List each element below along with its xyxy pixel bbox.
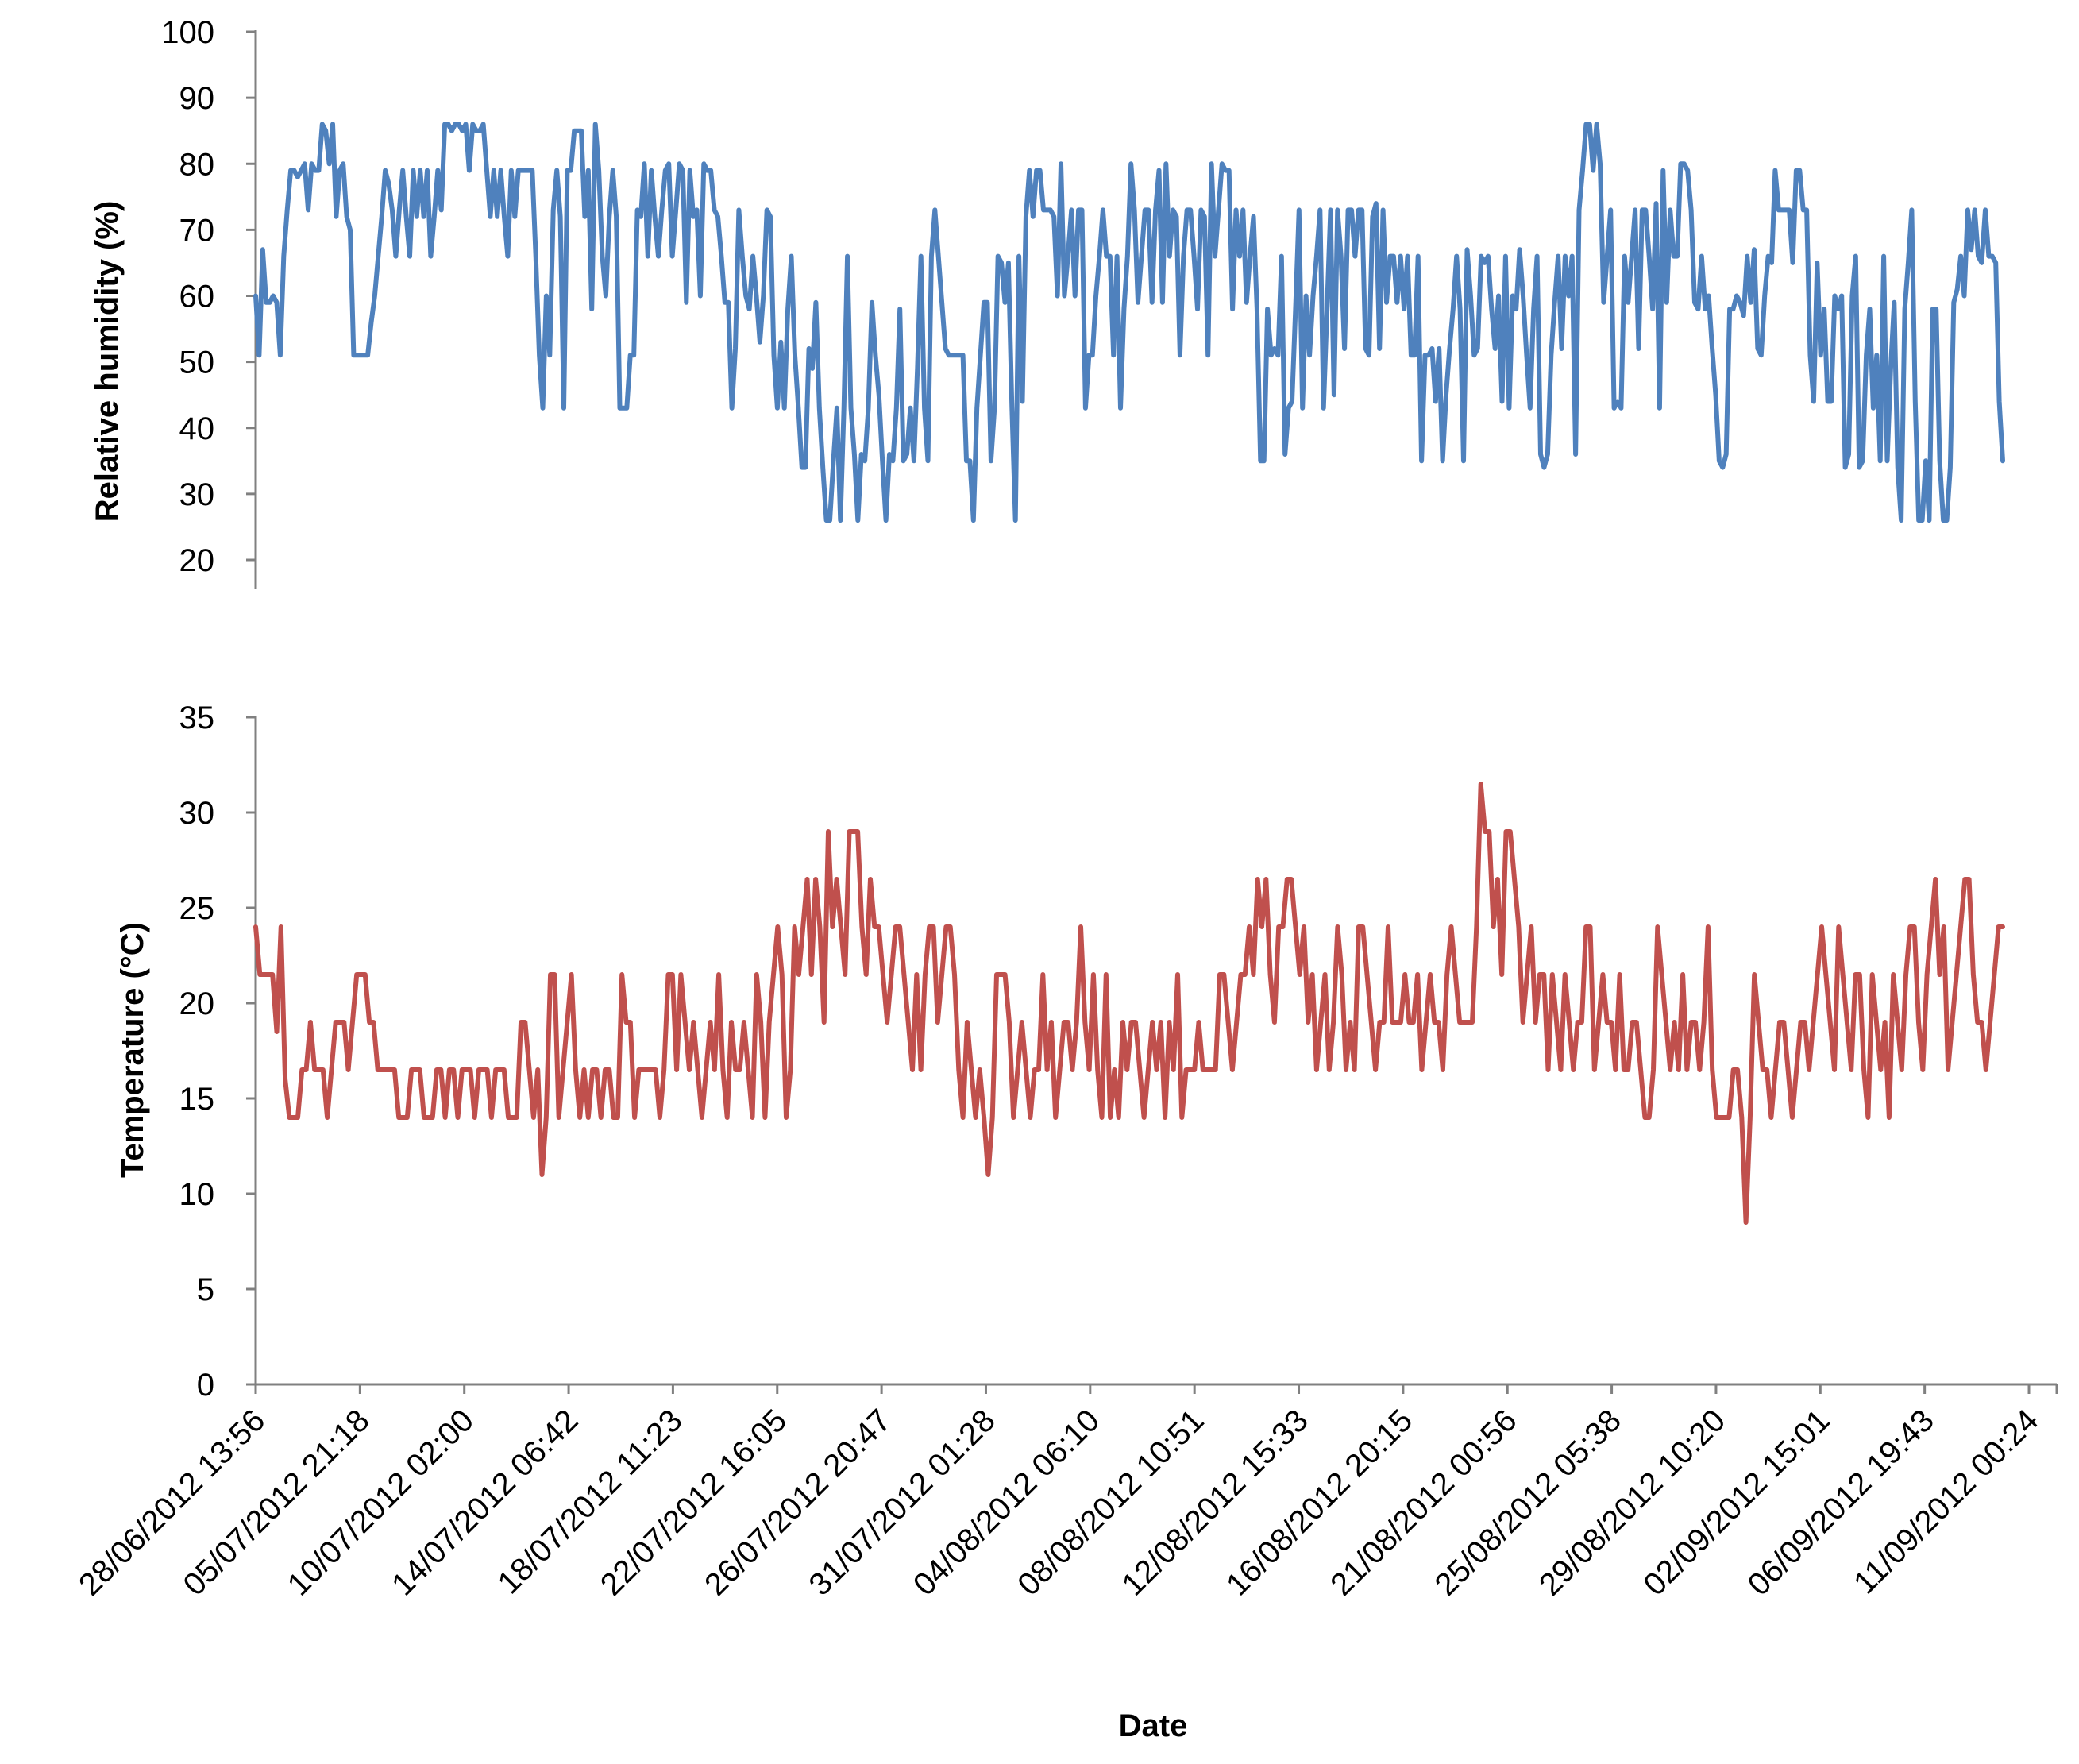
temperature-chart: 0 5 10 15 20 25 30 35 28/06/2012 13:5605/07/201…	[72, 701, 2058, 1743]
temperature-line	[253, 782, 2005, 1225]
humidity-y-tick-label: 60	[179, 280, 215, 315]
x-tick-label: 06/09/2012 19:43	[1742, 1403, 1941, 1602]
humidity-y-tick-label: 50	[179, 345, 215, 380]
humidity-series	[253, 122, 2005, 523]
humidity-y-tick-label: 40	[179, 411, 215, 446]
temperature-y-tick-label: 15	[179, 1082, 215, 1117]
humidity-y-tick-label: 30	[179, 477, 215, 512]
temperature-y-tick-label: 5	[197, 1272, 214, 1307]
x-axis-title: Date	[1119, 1708, 1188, 1743]
x-tick-label: 14/07/2012 06:42	[385, 1403, 584, 1602]
humidity-y-tick-label: 70	[179, 213, 215, 248]
x-tick-label: 31/07/2012 01:28	[803, 1403, 1002, 1602]
temperature-y-ticks: 0 5 10 15 20 25 30 35	[179, 701, 256, 1403]
humidity-y-tick-label: 20	[179, 543, 215, 578]
temperature-y-tick-label: 30	[179, 796, 215, 831]
x-tick-label: 16/08/2012 20:15	[1220, 1403, 1419, 1602]
x-tick-label: 12/08/2012 15:33	[1116, 1403, 1315, 1602]
x-tick-label: 18/07/2012 11:23	[492, 1403, 689, 1600]
x-tick-label: 21/08/2012 00:56	[1324, 1403, 1523, 1602]
temperature-series	[253, 782, 2005, 1225]
x-tick-label: 28/06/2012 13:56	[72, 1403, 272, 1602]
temperature-y-tick-label: 35	[179, 701, 215, 735]
temperature-y-tick-label: 10	[179, 1177, 215, 1212]
temperature-y-tick-label: 0	[197, 1368, 214, 1403]
humidity-chart: 20 30 40 50 60 70 80 90 100 Relative humidity (%…	[90, 15, 2005, 589]
x-tick-label: 10/07/2012 02:00	[281, 1403, 480, 1602]
x-tick-label: 25/08/2012 05:38	[1429, 1403, 1628, 1602]
x-tick-label: 26/07/2012 20:47	[698, 1403, 897, 1602]
humidity-y-axis-title: Relative humidity (%)	[90, 201, 125, 523]
temperature-y-axis-title: Temperature (°C)	[115, 922, 150, 1178]
temperature-y-tick-label: 25	[179, 891, 215, 926]
x-tick-label: 04/08/2012 06:10	[907, 1403, 1106, 1602]
x-tick-label: 29/08/2012 10:20	[1533, 1403, 1732, 1602]
humidity-line	[253, 122, 2005, 523]
temperature-y-tick-label: 20	[179, 986, 215, 1021]
x-tick-label: 11/09/2012 00:24	[1847, 1403, 2045, 1600]
x-tick-label: 05/07/2012 21:18	[176, 1403, 376, 1602]
humidity-y-tick-label: 90	[179, 81, 215, 116]
humidity-y-ticks: 20 30 40 50 60 70 80 90 100	[161, 15, 256, 578]
humidity-y-tick-label: 100	[161, 15, 214, 50]
x-tick-label: 22/07/2012 16:05	[594, 1403, 793, 1602]
humidity-y-tick-label: 80	[179, 147, 215, 182]
x-tick-label: 08/08/2012 10:51	[1011, 1403, 1210, 1602]
x-tick-label: 02/09/2012 15:01	[1637, 1403, 1836, 1602]
